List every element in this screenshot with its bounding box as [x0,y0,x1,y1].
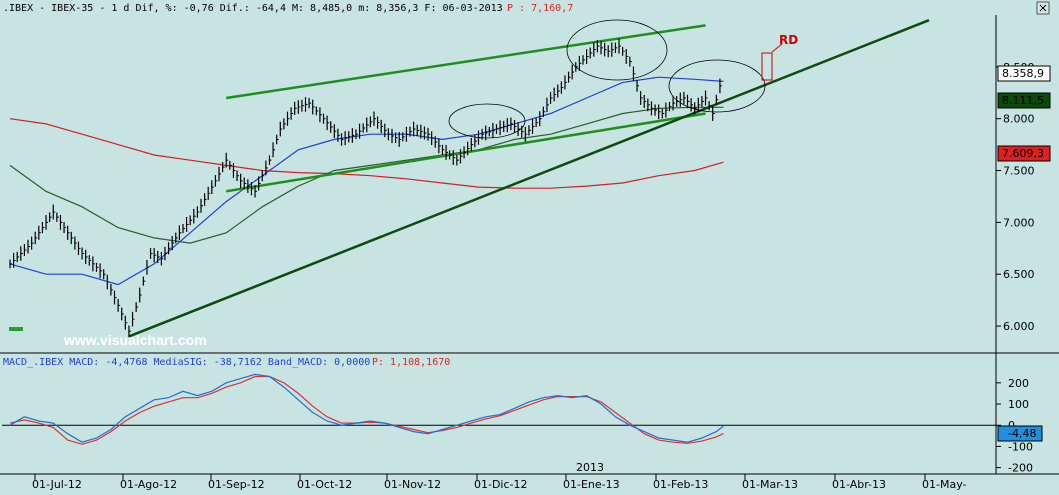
ma-red-label: 7.609,3 [1002,147,1044,160]
xtick-label: 01-Feb-13 [653,478,708,491]
trendline-support [128,19,930,338]
xtick-label: 01-Abr-13 [832,478,886,491]
macd-ytick-label: 200 [1008,377,1029,390]
xtick-label: 01-Ago-12 [120,478,177,491]
macd-ytick-label: -200 [1008,462,1033,475]
price-ytick-label: 6.000 [1003,320,1035,333]
price-ytick-label: 6.500 [1003,268,1035,281]
xtick-label: 01-Nov-12 [384,478,441,491]
price-ytick-label: 7.000 [1003,216,1035,229]
pattern-ellipse-mid [448,103,526,139]
ma-red-line [9,118,724,189]
year-label: 2013 [576,461,604,474]
xtick-label: 01-Ene-13 [563,478,620,491]
rd-box [761,52,773,81]
legend-swatch [9,327,23,331]
price-header-close: P : 7,160,7 [507,3,573,14]
last-price-label: 8.358,9 [1002,67,1044,80]
close-icon-x2 [1039,4,1047,12]
price-ytick-label: 7.500 [1003,165,1035,178]
ma-green-label: 8.111,5 [1002,94,1044,107]
macd-ytick-label: -100 [1008,440,1033,453]
xtick-label: 01-Sep-12 [208,478,265,491]
xtick-label: 01-Dic-12 [474,478,528,491]
price-header-title: .IBEX - IBEX-35 - 1 d Dif, %: -0,76 Dif.… [3,3,503,14]
macd-signal-line [9,375,724,445]
ma-blue-line [9,76,724,286]
last-price-box [997,65,1051,82]
ma-green-box [997,92,1051,109]
macd-header-title: MACD_.IBEX MACD: -4,4768 MediaSIG: -38,7… [3,357,370,368]
watermark: www.visualchart.com [63,332,207,348]
ma-red-box [997,145,1051,162]
price-ytick-label: 8.000 [1003,113,1035,126]
xtick-label: 01-Oct-12 [297,478,352,491]
pattern-ellipse-top [566,19,668,81]
macd-line [9,373,724,443]
ma-darkgreen-line [9,106,724,244]
xtick-label: 01-Mar-13 [742,478,798,491]
macd-ytick-label: 100 [1008,398,1029,411]
rd-pointer [771,43,783,53]
macd-header-p: P: 1,108,1670 [372,357,450,368]
macd-value-label: -4,48 [1008,427,1036,440]
macd-value-box [997,425,1043,442]
xtick-label: 01-Jul-12 [32,478,82,491]
pattern-ellipse-right [668,59,766,113]
trendline-channel-upper [226,24,706,100]
rd-annotation: RD [779,33,798,47]
xtick-label: 01-May- [922,478,967,491]
